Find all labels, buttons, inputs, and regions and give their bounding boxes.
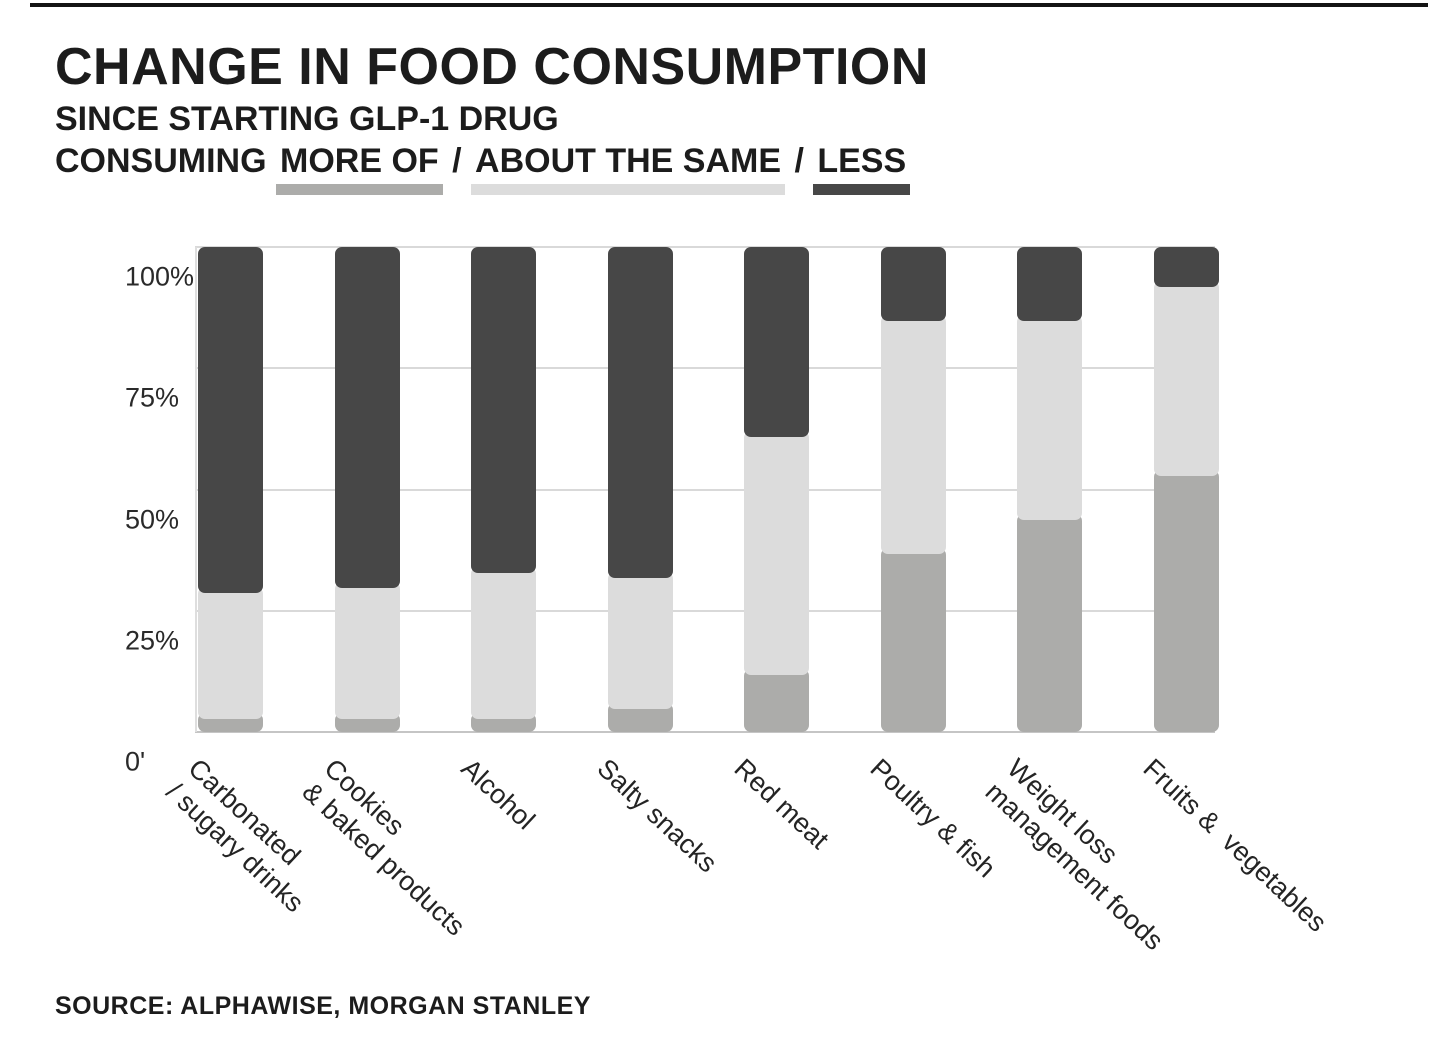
bar-fruits-vegetables [1153, 247, 1219, 732]
legend: CONSUMING MORE OF / ABOUT THE SAME / LES… [55, 142, 911, 195]
segment-less [880, 247, 946, 321]
top-border-rule [30, 3, 1428, 7]
segment-more [1017, 513, 1082, 732]
segment-more [1153, 470, 1219, 732]
y-tick-label: 100% [125, 261, 195, 292]
segment-same [1153, 280, 1219, 477]
segment-same [1017, 314, 1082, 520]
x-label-line: Poultry & fish [864, 753, 1002, 884]
segment-less [471, 247, 536, 574]
segment-less [1017, 247, 1082, 321]
segment-same [471, 567, 536, 719]
segment-same [607, 571, 673, 709]
bar-carbonated-sugary-drinks [198, 247, 263, 732]
legend-item-about-the-same: ABOUT THE SAME [471, 143, 786, 195]
y-axis-line [195, 247, 197, 732]
legend-separator-1: / [442, 142, 472, 180]
gridline [195, 488, 1215, 491]
segment-more [880, 547, 946, 732]
bar-alcohol [471, 247, 536, 732]
x-label-salty-snacks: Salty snacks [590, 753, 723, 880]
x-label-alcohol: Alcohol [454, 753, 540, 837]
legend-separator-2: / [785, 142, 814, 180]
chart-subtitle: SINCE STARTING GLP-1 DRUG [55, 100, 559, 138]
y-tick-label: 0' [125, 746, 146, 777]
x-label-red-meat: Red meat [727, 753, 834, 856]
bar-weight-loss-management-foods [1017, 247, 1082, 732]
bar-red-meat [744, 247, 809, 732]
gridline [195, 609, 1215, 612]
segment-same [334, 581, 400, 719]
plot-area: 100% 75% 50% 25% 0' Carbonated / sugary drink… [125, 246, 1333, 956]
x-label-carbonated-sugary-drinks: Carbonated / sugary drinks [159, 753, 331, 919]
x-label-line: Alcohol [455, 753, 541, 836]
segment-same [744, 431, 809, 675]
bar-cookies-baked-products [334, 247, 400, 732]
bar-salty-snacks [607, 247, 673, 732]
segment-less [744, 247, 809, 438]
gridline [195, 367, 1215, 370]
source-note: SOURCE: ALPHAWISE, MORGAN STANLEY [55, 992, 591, 1020]
x-label-poultry-fish: Poultry & fish [863, 753, 1002, 885]
gridline [195, 246, 1215, 248]
segment-less [198, 247, 263, 593]
chart-title: CHANGE IN FOOD CONSUMPTION [55, 38, 929, 96]
segment-less [607, 247, 673, 578]
segment-same [880, 314, 946, 554]
legend-item-less: LESS [813, 143, 911, 195]
x-label-line: Red meat [728, 753, 835, 855]
legend-prefix: CONSUMING [55, 142, 276, 180]
y-tick-label: 75% [125, 382, 180, 413]
y-tick-label: 25% [125, 625, 180, 656]
segment-more [744, 668, 809, 732]
x-axis-baseline [195, 731, 1215, 733]
legend-item-more: MORE OF [276, 143, 443, 195]
segment-less [334, 247, 400, 588]
y-tick-label: 50% [125, 504, 180, 534]
segment-less [1153, 247, 1219, 287]
segment-same [198, 586, 263, 719]
bar-poultry-fish [880, 247, 946, 732]
x-label-line: Salty snacks [591, 753, 723, 879]
